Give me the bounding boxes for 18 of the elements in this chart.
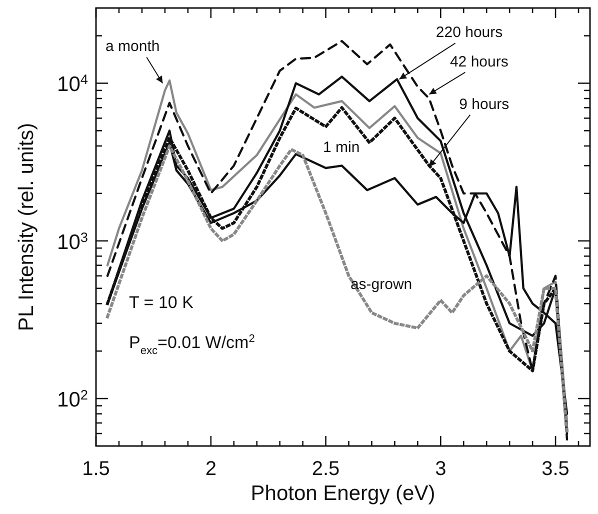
annotation: 1 min bbox=[322, 139, 360, 156]
y-tick-label: 10$^{3}$ bbox=[57, 229, 88, 254]
x-tick-label: 3 bbox=[435, 458, 446, 480]
annotation: as-grown bbox=[350, 276, 412, 293]
annotation: P$_{exc}$=0.01 W/cm$^{2}$ bbox=[129, 333, 255, 357]
x-axis-title: Photon Energy (eV) bbox=[250, 482, 436, 505]
x-tick-label: 2 bbox=[205, 458, 216, 480]
annotation: a month bbox=[106, 38, 160, 56]
x-tick-label: 3.5 bbox=[542, 458, 570, 480]
x-tick-label: 2.5 bbox=[312, 458, 340, 480]
annotation: 42 hours bbox=[450, 53, 508, 70]
y-tick-label: 10$^{4}$ bbox=[57, 72, 88, 96]
annotation: 220 hours bbox=[436, 24, 503, 42]
y-tick-label: 10$^{2}$ bbox=[57, 387, 88, 412]
annotation: 9 hours bbox=[459, 96, 510, 113]
y-axis-title: PL Intensity (rel. units) bbox=[15, 122, 38, 332]
x-tick-label: 1.5 bbox=[82, 458, 110, 480]
annotation: T = 10 K bbox=[129, 293, 194, 312]
